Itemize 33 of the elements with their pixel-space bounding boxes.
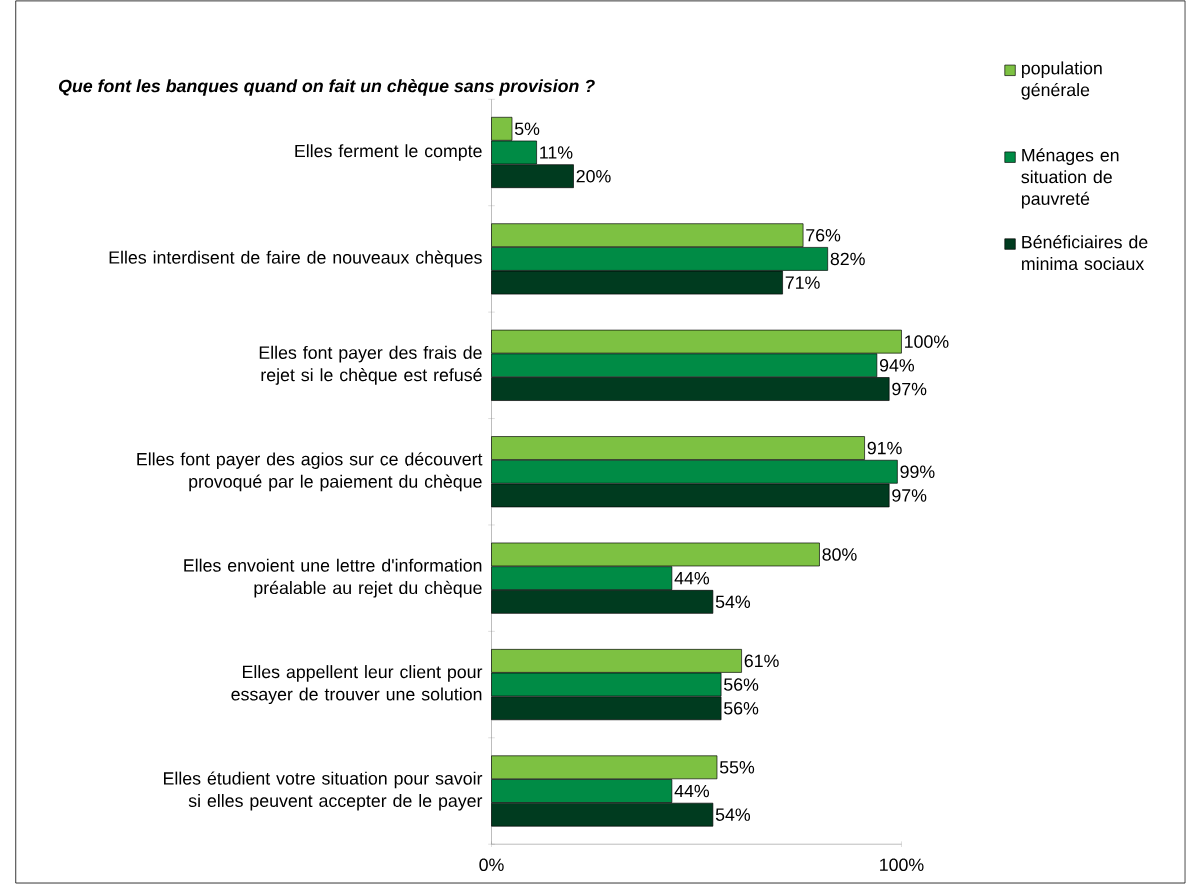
data-label: 44%: [674, 571, 710, 585]
y-tick-label: Elles envoient une lettre d'information préalable au rejet du chèque: [184, 558, 482, 598]
data-label: 44%: [674, 784, 710, 798]
data-label: 97%: [892, 489, 927, 502]
data-label: 99%: [900, 465, 935, 479]
data-label: 54%: [715, 808, 751, 821]
y-tick-label: Elles étudient votre situation pour savoir si elles peuvent accepter de le payer: [164, 771, 483, 811]
data-label: 54%: [715, 595, 751, 609]
data-label: 97%: [892, 382, 927, 396]
data-label: 71%: [785, 276, 820, 289]
text: Que font les banques quand on fait un chèque sans provision ?: [58, 79, 595, 96]
data-label: 5%: [514, 122, 540, 136]
x-tick-label: 0%: [479, 858, 504, 872]
legend-label: population générale: [1021, 61, 1102, 100]
data-label: 82%: [830, 252, 865, 266]
data-label: 11%: [540, 146, 573, 159]
legend-label: Bénéficiaires de minima sociaux: [1022, 235, 1148, 271]
y-tick-label: Elles ferment le compte: [295, 144, 482, 161]
data-label: 76%: [806, 228, 841, 242]
data-label: 91%: [867, 441, 902, 455]
data-label: 56%: [724, 678, 759, 691]
y-tick-label: Elles font payer des agios sur ce découvert provoqué par le paiement du chèque: [137, 452, 483, 492]
data-label: 61%: [744, 654, 779, 668]
data-label: 100%: [905, 335, 949, 348]
data-label: 55%: [719, 761, 755, 774]
data-label: 94%: [879, 359, 915, 372]
y-tick-label: Elles appellent leur client pour essayer de trouver une solution: [231, 665, 483, 705]
y-tick-label: Elles font payer des frais de rejet si le chèque est refusé: [259, 345, 482, 385]
data-label: 80%: [822, 548, 857, 561]
data-label: 20%: [576, 169, 611, 183]
y-tick-label: Elles interdisent de faire de nouveaux chèques: [109, 250, 482, 268]
legend-label: Ménages en situation de pauvreté: [1021, 148, 1119, 209]
data-label: 56%: [724, 702, 759, 715]
